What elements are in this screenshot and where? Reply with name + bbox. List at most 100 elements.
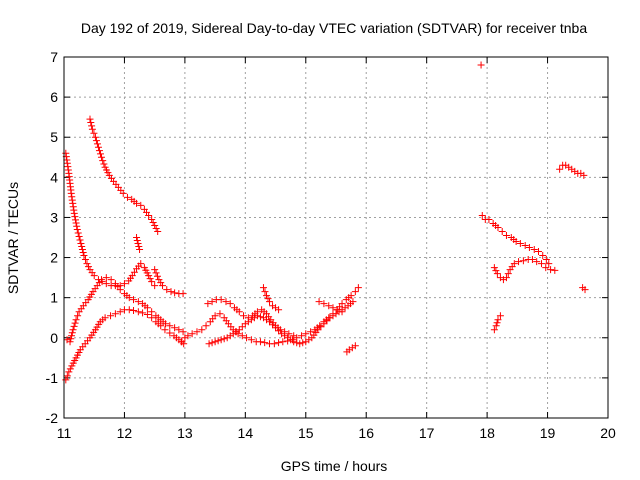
data-point-fill [256,313,264,321]
series-arc-d [86,115,162,235]
y-axis-label: SDTVAR / TECUs [5,182,21,294]
data-point-fill [261,288,269,296]
data-point [134,308,142,316]
data-point-fill [66,365,74,373]
data-point-fill [68,196,76,204]
data-point [148,215,156,223]
data-point [72,316,80,324]
data-point [151,221,159,229]
chart-title: Day 192 of 2019, Sidereal Day-to-day VTE… [81,20,588,36]
data-point [80,252,88,260]
data-point [349,298,357,306]
data-point [525,244,533,252]
data-point [107,276,115,284]
data-point-fill [70,322,78,330]
series-arc-r [579,284,589,294]
y-tick-label: 7 [50,49,58,65]
x-tick-label: 13 [177,425,193,441]
data-point [494,316,502,324]
data-point [530,246,538,254]
data-point [161,326,169,334]
data-point-fill [96,150,104,158]
data-point [478,211,486,219]
series-arc-l [343,342,359,356]
data-point [498,227,506,235]
data-point [316,322,324,330]
data-point [202,322,210,330]
data-point-fill [78,246,86,254]
data-point-fill [70,206,78,214]
data-point [91,133,99,141]
data-point [133,199,141,207]
data-point-fill [64,166,72,174]
y-tick-label: 3 [50,209,58,225]
data-point [119,189,127,197]
data-point-fill [100,160,108,168]
data-point [162,320,170,328]
data-point [247,336,255,344]
data-point [244,314,252,322]
data-point-fill [135,243,143,251]
data-point [253,308,261,316]
data-point [102,274,110,282]
y-tick-label: 2 [50,250,58,266]
data-point [226,300,234,308]
data-point [333,306,341,314]
series-arc-h [205,298,357,348]
series-arc-f [133,234,144,254]
data-point [275,339,283,347]
data-point-fill [71,213,79,221]
data-point [347,292,355,300]
y-tick-label: 5 [50,129,58,145]
data-point [261,339,269,347]
data-point [515,258,523,266]
data-point [62,149,70,157]
data-point-fill [220,335,228,343]
data-point [94,143,102,151]
data-point [298,332,306,340]
series-arc-b [63,274,187,346]
data-point-fill [78,243,86,251]
data-point-fill [134,240,142,248]
data-point-fill [67,335,75,343]
data-point [545,260,553,268]
data-point [496,312,504,320]
data-point [279,338,287,346]
data-point [130,307,138,315]
data-point-fill [146,275,154,283]
data-point [73,225,81,233]
data-point [217,296,225,304]
data-point [151,266,159,274]
data-point [116,286,124,294]
data-point [148,278,156,286]
data-point [175,326,183,334]
data-point [88,125,96,133]
data-point [516,240,524,248]
data-point-fill [317,323,325,331]
x-tick-label: 19 [540,425,556,441]
data-point-fill [95,147,103,155]
data-point-fill [92,137,100,145]
data-point [290,332,298,340]
data-point [262,292,270,300]
data-point [351,342,359,350]
data-point [134,298,142,306]
data-point [151,282,159,290]
data-point [167,288,175,296]
data-point [320,320,328,328]
data-point [542,256,550,264]
series-arc-a [62,149,159,290]
data-point-fill [153,272,161,280]
y-tick-label: 6 [50,89,58,105]
series-arc-p [490,312,504,334]
data-point [97,153,105,161]
data-point [136,246,144,254]
data-point [123,193,131,201]
data-point-fill [504,270,512,278]
data-point [270,340,278,348]
data-point-fill [93,140,101,148]
data-point [211,338,219,346]
data-point [510,260,518,268]
data-point [133,234,141,241]
